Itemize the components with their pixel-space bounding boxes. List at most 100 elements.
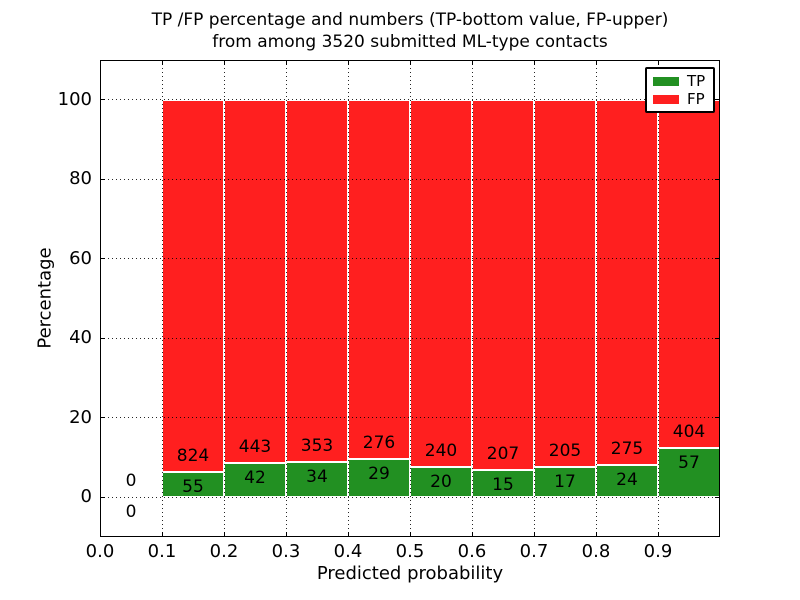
x-tick-label: 0.5 [395, 541, 425, 562]
y-tick-mark [715, 417, 719, 419]
fp-count-label: 824 [176, 446, 210, 467]
bar-fp-segment [224, 99, 286, 463]
tp-count-label: 17 [554, 471, 576, 492]
y-axis-label: Percentage [34, 247, 56, 349]
chart-title-line2: from among 3520 submitted ML-type contac… [212, 32, 608, 52]
x-tick-mark [285, 532, 287, 536]
legend-label-tp: TP [687, 71, 706, 90]
gridline-v [347, 60, 349, 537]
y-tick-mark [101, 337, 105, 339]
tp-count-label: 57 [678, 453, 700, 474]
x-tick-mark [99, 532, 101, 536]
x-tick-mark [471, 61, 473, 65]
fp-count-label: 353 [300, 436, 334, 457]
x-tick-mark [223, 61, 225, 65]
fp-count-label: 205 [548, 440, 582, 461]
fp-count-label: 0 [125, 471, 137, 492]
bar-fp-segment [348, 99, 410, 460]
x-axis-label: Predicted probability [316, 563, 504, 584]
gridline-v [595, 60, 597, 537]
x-tick-mark [161, 61, 163, 65]
x-tick-mark [533, 532, 535, 536]
bar-tp-segment [410, 466, 472, 498]
x-tick-mark [471, 532, 473, 536]
tp-count-label: 24 [616, 470, 638, 491]
x-tick-label: 0.0 [85, 541, 115, 562]
bar-tp-segment [472, 470, 534, 498]
gridline-v [471, 60, 473, 537]
legend-label-fp: FP [687, 89, 705, 108]
y-tick-mark [101, 417, 105, 419]
x-tick-mark [347, 61, 349, 65]
y-tick-label: 60 [69, 247, 92, 269]
bar-tp-segment [286, 462, 348, 498]
y-tick-label: 100 [57, 88, 92, 110]
legend-swatch-fp [653, 94, 679, 104]
gridline-v [657, 60, 659, 537]
x-tick-mark [595, 532, 597, 536]
x-tick-mark [409, 532, 411, 536]
x-tick-label: 0.8 [581, 541, 611, 562]
bar-fp-segment [410, 99, 472, 467]
x-tick-mark [657, 532, 659, 536]
y-tick-mark [101, 496, 105, 498]
x-tick-label: 0.7 [519, 541, 549, 562]
y-tick-label: 20 [69, 406, 92, 428]
y-tick-mark [715, 496, 719, 498]
gridline-v [223, 60, 225, 537]
x-tick-mark [99, 61, 101, 65]
tp-count-label: 0 [125, 502, 137, 523]
gridline-v [533, 60, 535, 537]
tp-count-label: 42 [244, 467, 266, 488]
gridline-v [161, 60, 163, 537]
fp-count-label: 240 [424, 440, 458, 461]
x-tick-mark [161, 532, 163, 536]
x-tick-mark [533, 61, 535, 65]
fp-count-label: 276 [362, 433, 396, 454]
y-tick-label: 40 [69, 327, 92, 349]
y-tick-mark [715, 337, 719, 339]
bar-tp-segment [224, 462, 286, 498]
fp-count-label: 443 [238, 436, 272, 457]
legend-item-tp: TP [653, 72, 707, 90]
fp-count-label: 207 [486, 444, 520, 465]
x-tick-mark [657, 61, 659, 65]
y-tick-mark [715, 178, 719, 180]
bar-fp-segment [658, 99, 720, 449]
x-tick-mark [595, 61, 597, 65]
gridline-v [285, 60, 287, 537]
bar-fp-segment [472, 99, 534, 471]
bar-fp-segment [286, 99, 348, 463]
y-tick-mark [715, 258, 719, 260]
x-tick-mark [347, 532, 349, 536]
y-tick-mark [101, 258, 105, 260]
x-tick-mark [223, 532, 225, 536]
chart-title-line1: TP /FP percentage and numbers (TP-bottom… [151, 10, 669, 30]
x-tick-label: 0.2 [209, 541, 239, 562]
y-tick-label: 0 [80, 486, 92, 508]
bar-fp-segment [596, 99, 658, 466]
y-tick-mark [715, 99, 719, 101]
tp-count-label: 15 [492, 475, 514, 496]
legend: TP FP [645, 67, 715, 113]
chart-title: TP /FP percentage and numbers (TP-bottom… [100, 9, 720, 53]
bar-tp-segment [658, 448, 720, 498]
x-tick-label: 0.4 [333, 541, 363, 562]
x-tick-label: 0.1 [147, 541, 177, 562]
y-tick-mark [101, 178, 105, 180]
bar-tp-segment [534, 466, 596, 498]
bar-tp-segment [596, 465, 658, 498]
x-tick-mark [409, 61, 411, 65]
tp-count-label: 20 [430, 471, 452, 492]
bar-tp-segment [348, 459, 410, 498]
fp-count-label: 275 [610, 439, 644, 460]
x-tick-label: 0.3 [271, 541, 301, 562]
tp-count-label: 29 [368, 464, 390, 485]
gridline-v [409, 60, 411, 537]
bar-fp-segment [534, 99, 596, 467]
legend-swatch-tp [653, 76, 679, 86]
tp-count-label: 34 [306, 467, 328, 488]
y-tick-mark [101, 99, 105, 101]
bar-fp-segment [162, 99, 224, 473]
